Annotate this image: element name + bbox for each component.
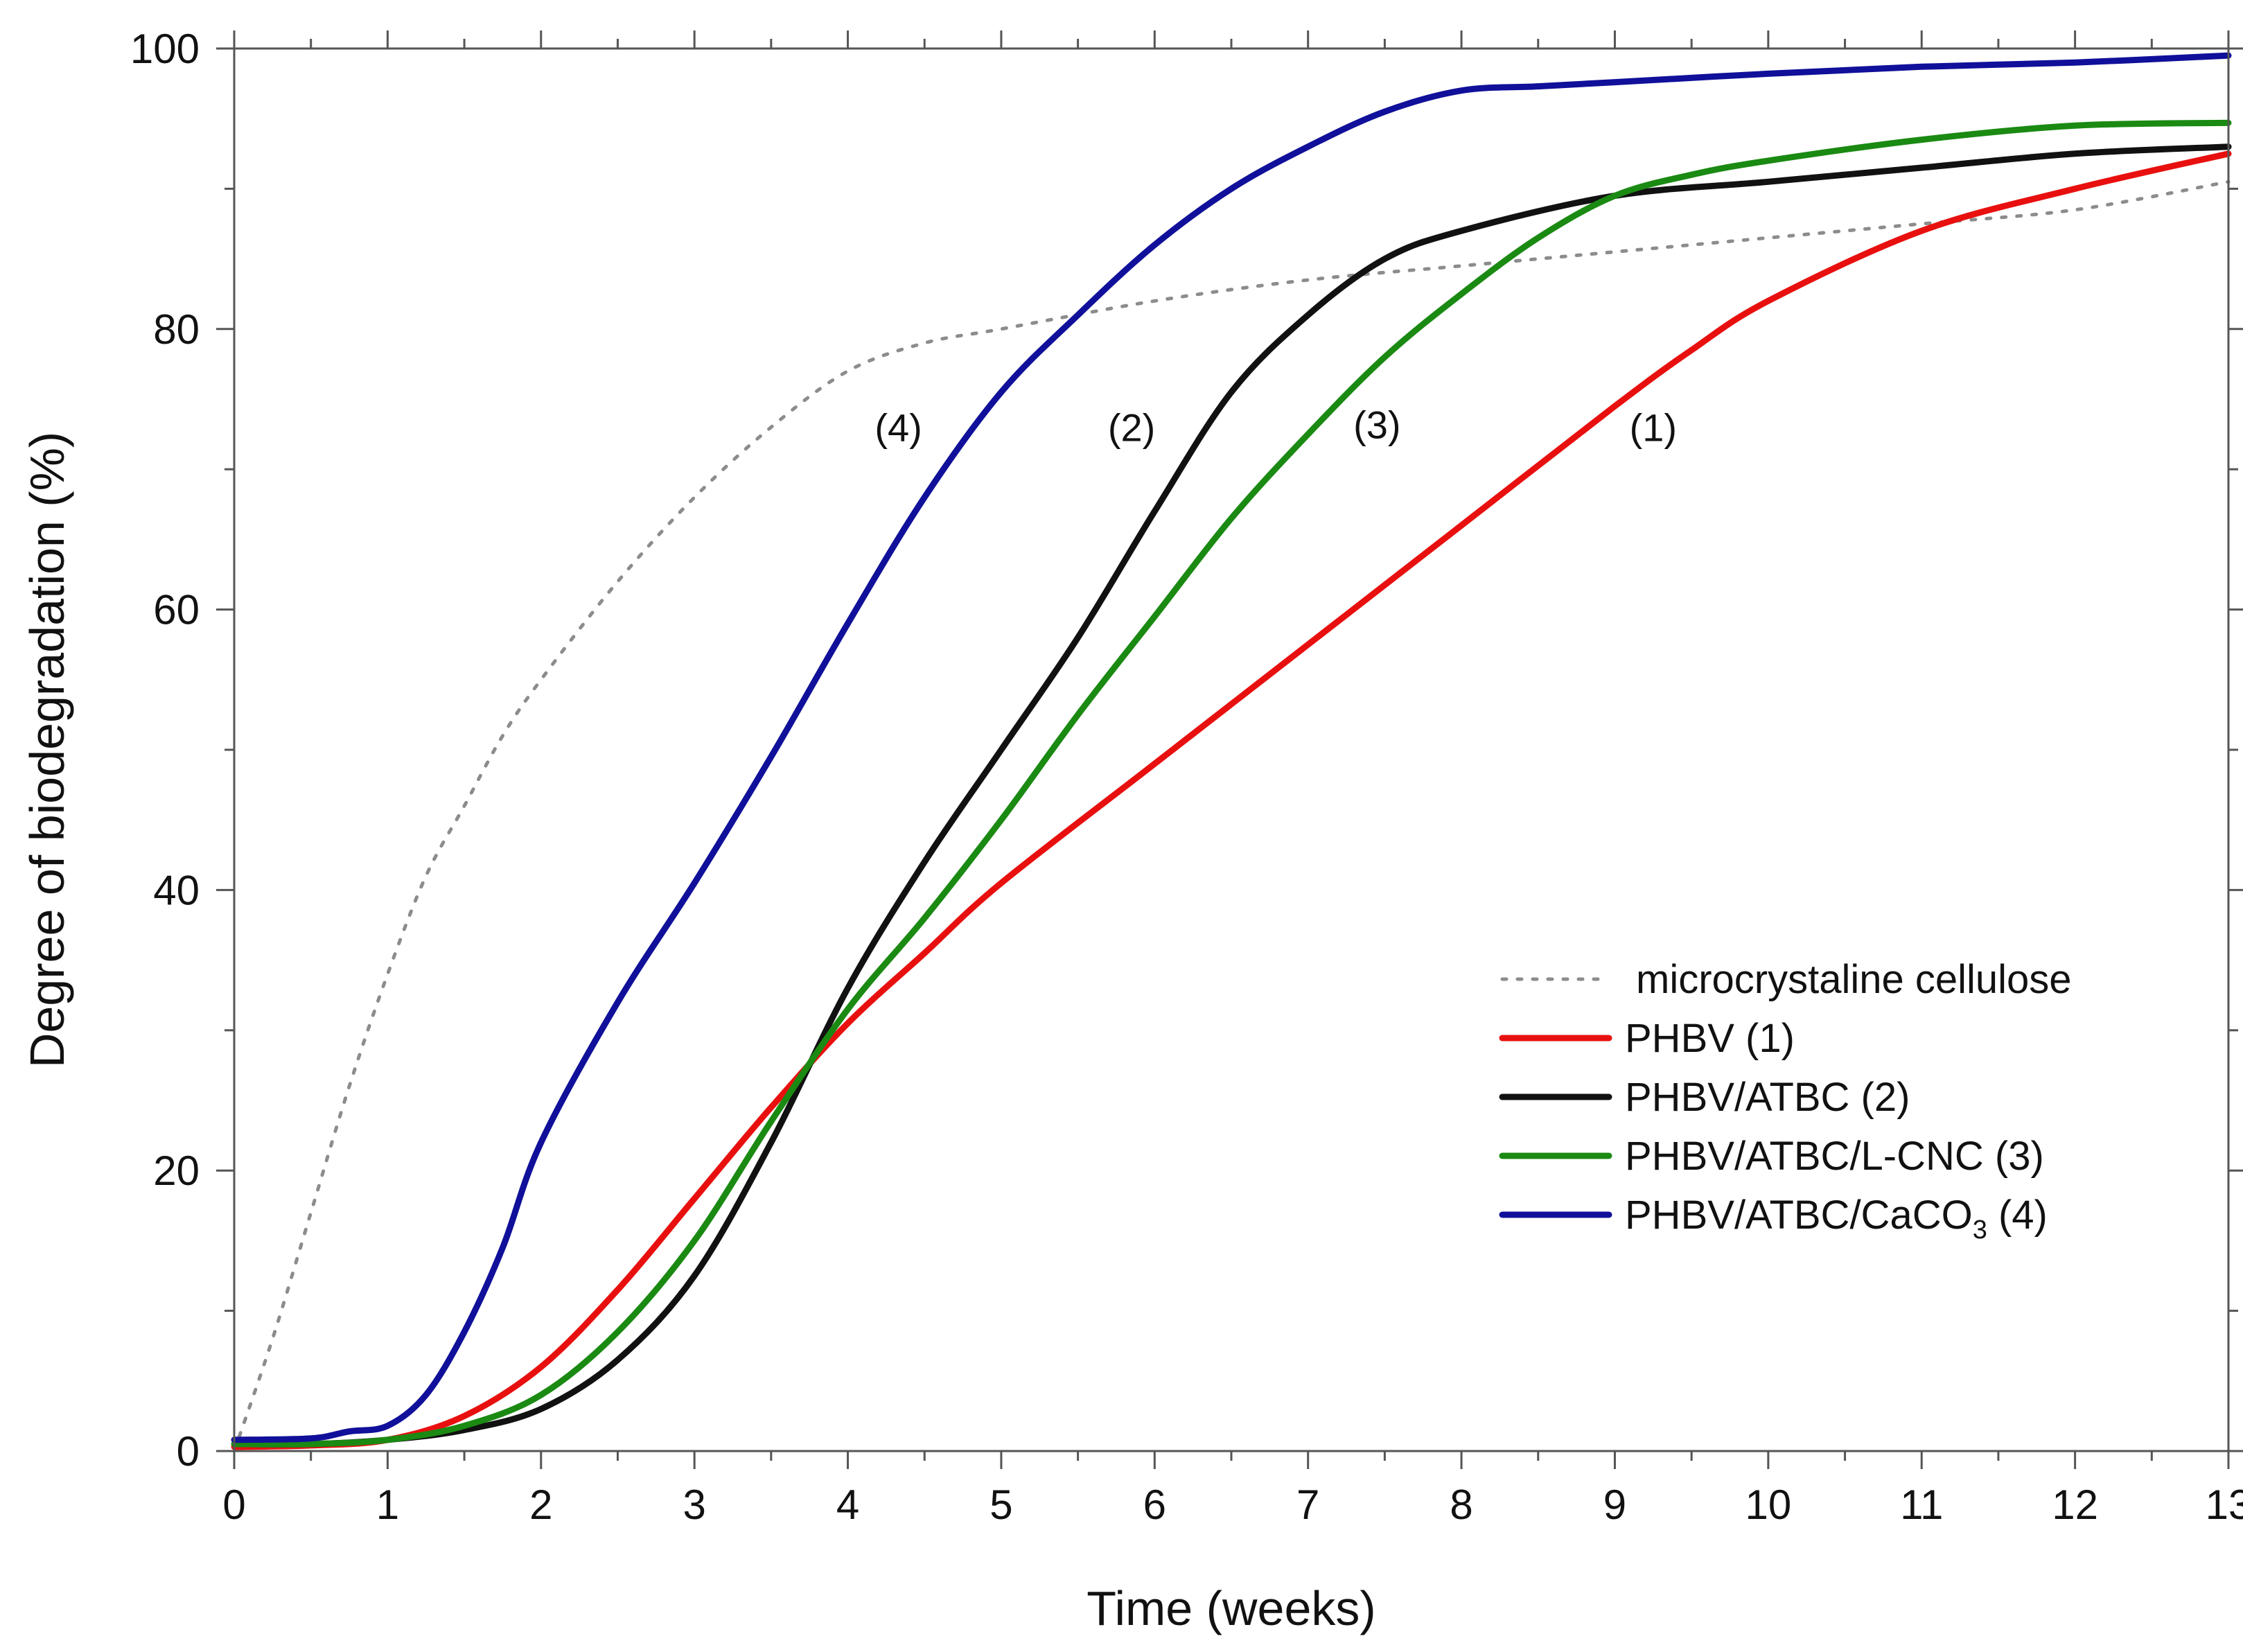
- series-line-phbv-1: [231, 150, 2232, 1450]
- x-tick-label: 12: [2052, 1482, 2098, 1528]
- y-tick-label: 80: [153, 306, 200, 353]
- series-line-phbv-atbc-caco3-4: [231, 52, 2232, 1443]
- x-tick-label: 3: [683, 1482, 705, 1528]
- x-tick-label: 2: [529, 1482, 552, 1528]
- x-tick-label: 6: [1143, 1482, 1166, 1528]
- x-tick-label: 0: [222, 1482, 245, 1528]
- y-tick-label: 20: [153, 1148, 200, 1194]
- x-tick-label: 1: [376, 1482, 399, 1528]
- x-tick-label: 4: [836, 1482, 859, 1528]
- legend-label: microcrystaline cellulose: [1636, 957, 2072, 1002]
- legend-label: PHBV (1): [1625, 1016, 1795, 1061]
- y-tick-label: 60: [153, 587, 200, 633]
- series-layer: [231, 52, 2232, 1453]
- curve-annotations: (4) (2) (3) (1): [874, 403, 1677, 449]
- ticks-layer: [216, 30, 2243, 1469]
- legend: microcrystaline cellulose PHBV (1) PHBV/AT…: [1499, 957, 2072, 1245]
- legend-label-main: PHBV/ATBC/CaCO: [1625, 1193, 1973, 1238]
- legend-label-suffix: (4): [1987, 1193, 2048, 1238]
- legend-label: PHBV/ATBC/L-CNC (3): [1625, 1134, 2044, 1179]
- curve-label: (4): [874, 405, 922, 449]
- x-tick-label: 5: [989, 1482, 1012, 1528]
- series-line-phbv-atbc-2: [231, 143, 2232, 1448]
- legend-label-subscript: 3: [1973, 1215, 1987, 1245]
- y-tick-label: 0: [177, 1428, 200, 1475]
- x-tick-label: 7: [1296, 1482, 1319, 1528]
- curve-label: (3): [1353, 403, 1400, 446]
- x-tick-label: 13: [2206, 1482, 2243, 1528]
- x-axis-title: Time (weeks): [1087, 1581, 1375, 1635]
- x-tick-label: 10: [1745, 1482, 1791, 1528]
- y-tick-label: 100: [130, 26, 200, 72]
- legend-label: PHBV/ATBC (2): [1625, 1075, 1910, 1120]
- series-line-microcrystaline-cellulose: [232, 179, 2231, 1453]
- legend-label: PHBV/ATBC/CaCO3 (4): [1625, 1193, 2048, 1245]
- x-tick-label: 8: [1450, 1482, 1472, 1528]
- y-tick-label: 40: [153, 867, 200, 913]
- x-tick-label: 9: [1603, 1482, 1626, 1528]
- curve-label: (2): [1108, 405, 1155, 449]
- y-axis-title: Degree of biodegradation (%): [20, 432, 74, 1068]
- series-line-phbv-atbc-l-cnc-3: [231, 119, 2232, 1448]
- curve-label: (1): [1630, 405, 1677, 449]
- x-tick-label: 11: [1900, 1482, 1943, 1528]
